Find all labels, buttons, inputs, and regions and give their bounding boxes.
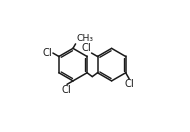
Text: Cl: Cl — [43, 48, 52, 58]
Text: CH₃: CH₃ — [76, 34, 93, 43]
Text: Cl: Cl — [81, 43, 91, 53]
Text: Cl: Cl — [125, 79, 134, 89]
Text: Cl: Cl — [62, 85, 72, 95]
